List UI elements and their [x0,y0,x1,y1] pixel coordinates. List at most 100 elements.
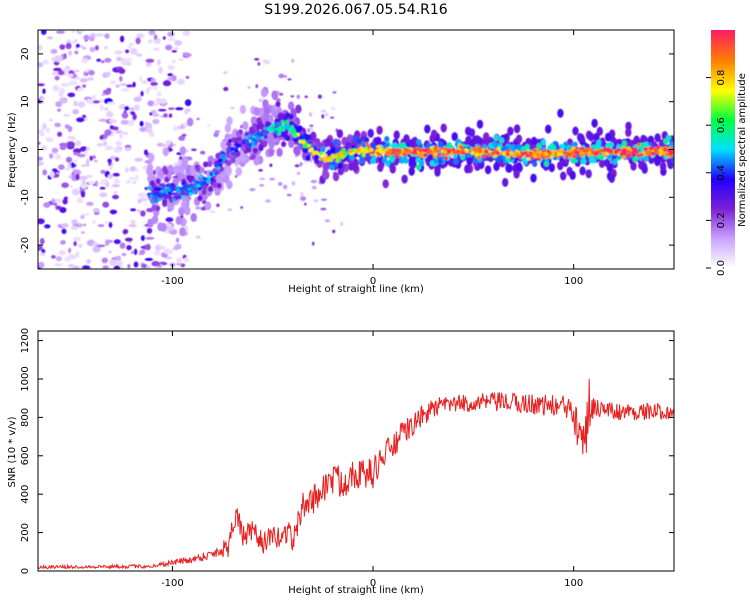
spectrogram-cell [363,146,368,151]
spectrogram-cell [658,149,663,153]
spectrogram-cell [111,183,120,188]
spectrogram-cell [608,149,613,153]
spectrogram-cell [59,44,66,50]
spectrogram-cell [142,80,148,84]
spectrogram-cell [392,142,398,149]
spectrogram-cell [163,113,168,118]
spectrogram-cell [58,70,65,76]
colorbar-cell [711,222,735,225]
spectrogram-cell [430,129,438,139]
spectrogram-cell [164,176,170,183]
spectrogram-cell [543,155,548,160]
spectrogram-cell [171,50,177,53]
spectrogram-cell [79,78,88,83]
spectrogram-cell [176,262,183,266]
spectrogram-cell [320,146,326,153]
spectrogram-cell [38,44,43,51]
colorbar-cell [711,41,735,45]
spectrogram-cell [64,167,72,171]
spectrogram-cell [642,151,647,156]
spectrogram-cell [310,179,317,184]
colorbar-cell [711,129,735,132]
spectrogram-cell [569,170,576,180]
spectrogram-cell [290,125,294,129]
spectrogram-cell [443,147,448,151]
colorbar-cell [711,178,735,182]
spectrogram-cell [265,121,271,128]
colorbar-cell [711,133,735,136]
spectrogram-cell [296,94,300,99]
spectrogram-cell [449,152,454,156]
spectrogram-cell [125,180,131,184]
spectrogram-cell [239,104,247,114]
spectrogram-cell [564,151,569,156]
spectrogram-cell [256,117,262,124]
spectrogram-cell [72,109,79,115]
spectrogram-cell [213,132,219,138]
colorbar-cell [711,125,735,128]
spectrogram-cell [263,126,268,131]
spectrogram-cell [247,86,251,89]
spectrogram-cell [176,78,186,85]
spectrogram-cell [178,206,185,216]
spectrogram-cell [179,146,186,156]
spectrogram-cell [632,149,637,153]
spectrogram-cell [119,133,123,139]
spectrogram-cell [346,134,354,144]
colorbar-cell [711,182,735,186]
spectrogram-cell [377,148,382,153]
spectrogram-cell [166,188,171,192]
spectrogram-cell [124,237,133,242]
spectrogram-cell [39,238,45,245]
spectrogram-cell [139,75,143,82]
spectrogram-cell [96,58,101,62]
spectrogram-cell [181,160,188,170]
spectrogram-cell [154,85,158,91]
spectrogram-cell [668,146,673,150]
colorbar-gradient [711,30,735,269]
spectrogram-cell [167,191,172,195]
spectrogram-cell [154,186,159,191]
spectrogram-cell [245,139,250,143]
spectrogram-cell [335,147,341,154]
spectrogram-cell [394,155,399,159]
spectrogram-cell [532,161,538,167]
colorbar-cell [711,186,735,190]
spectrogram-cell [216,203,220,208]
spectrogram-cell [68,254,77,260]
spectrogram-cell [128,224,137,228]
spectrogram-cell [119,83,128,86]
spectrogram-cell [324,137,332,147]
spectrogram-cell [473,148,478,152]
spectrogram-cell [195,235,201,239]
colorbar-cell [711,198,735,202]
spectrogram-cell [424,124,431,134]
spectrogram-cell [127,264,131,269]
spectrogram-cell [240,206,244,209]
spectrogram-cell [69,80,78,86]
spectrogram-cell [95,180,99,187]
spectrogram-cell [364,137,370,143]
spectrogram-cell [214,163,219,168]
spectrogram-cell [403,157,409,164]
spectrogram-cell [124,106,130,111]
spectrogram-cell [520,146,526,153]
spectrogram-cell [309,147,314,152]
spectrogram-cell [130,48,138,55]
spectrogram-cell [67,164,72,168]
spectrogram-cell [153,250,161,256]
spectrogram-cell [114,179,121,184]
spectrogram-cell [38,218,45,225]
spectrogram-cell [271,90,278,100]
spectrogram-cell [324,219,331,223]
spectrogram-cell [633,135,640,145]
spectrogram-cell [58,164,65,171]
spectrogram-cell [80,182,88,189]
y-tick-label: 200 [20,523,31,542]
spectrogram-cell [348,149,352,153]
spectrogram-cell [285,120,290,124]
spectrogram-cell [79,45,84,48]
spectrogram-cell [649,146,654,151]
spectrogram-cell [310,131,317,141]
spectrogram-cell [107,110,112,115]
